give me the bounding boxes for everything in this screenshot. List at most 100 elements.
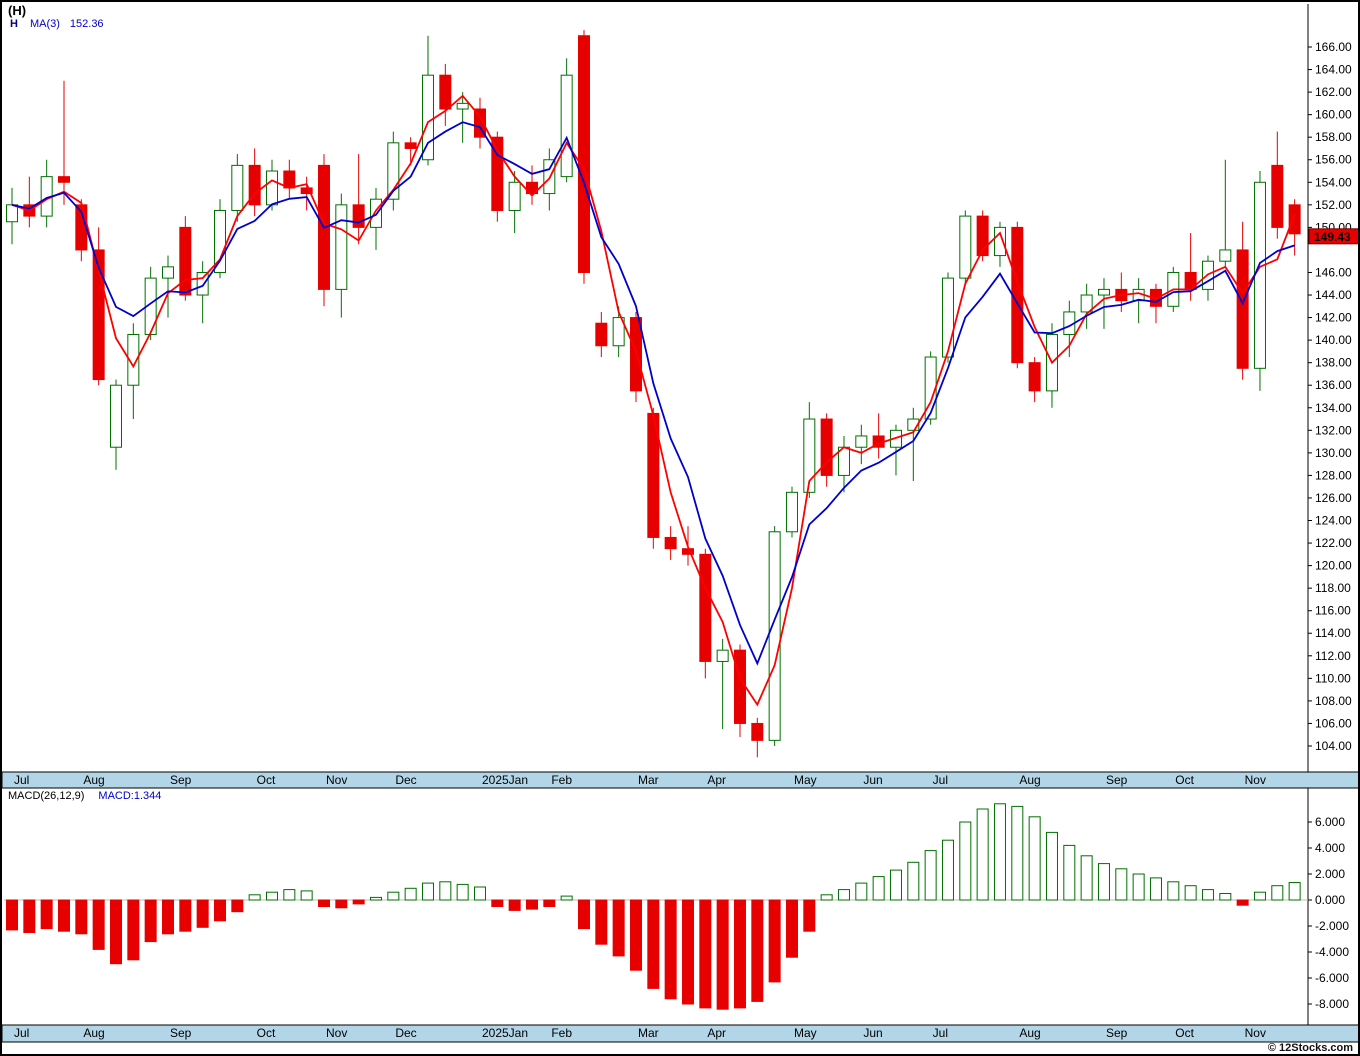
candle-body — [907, 418, 920, 431]
month-label: Sep — [170, 773, 192, 787]
ma-legend: H MA(3) 152.36 — [10, 18, 104, 30]
candle-body — [109, 384, 122, 448]
month-label: 2025Jan — [482, 773, 528, 787]
macd-bar — [664, 899, 677, 1000]
macd-bar — [473, 886, 486, 901]
last-price-text: 149.43 — [1314, 230, 1351, 244]
price-tick-label: 126.00 — [1315, 491, 1352, 505]
macd-bar — [976, 808, 989, 901]
month-label: Jul — [933, 1026, 948, 1040]
macd-bar — [265, 891, 278, 901]
candle-body — [196, 271, 209, 296]
month-label: Aug — [1019, 773, 1040, 787]
macd-bar — [1063, 844, 1076, 901]
candle-body — [404, 142, 417, 149]
month-label: Jul — [14, 1026, 29, 1040]
macd-bar — [317, 899, 330, 907]
price-tick-label: 106.00 — [1315, 716, 1352, 730]
month-label: 2025Jan — [482, 1026, 528, 1040]
month-label: Aug — [83, 773, 104, 787]
last-price-badge — [1308, 228, 1358, 245]
macd-value-label: MACD:1.344 — [98, 790, 162, 802]
macd-bar — [768, 899, 781, 983]
month-label: Dec — [395, 1026, 416, 1040]
macd-bar — [491, 899, 504, 907]
price-tick-label: 116.00 — [1315, 604, 1351, 618]
candle-body — [595, 322, 608, 347]
macd-bar — [681, 899, 694, 1005]
candle-body — [612, 317, 625, 347]
macd-bar — [213, 899, 226, 922]
macd-bar — [248, 894, 261, 901]
macd-bar — [855, 882, 868, 901]
price-tick-label: 146.00 — [1315, 265, 1352, 279]
candle-body — [664, 536, 677, 550]
price-tick-label: 152.00 — [1315, 198, 1352, 212]
macd-bar — [1253, 891, 1266, 901]
macd-bar — [1184, 885, 1197, 901]
month-label: Nov — [326, 773, 347, 787]
macd-bar — [283, 889, 296, 901]
month-label: Oct — [1175, 773, 1194, 787]
price-tick-label: 108.00 — [1315, 694, 1352, 708]
macd-bar — [1115, 868, 1128, 901]
macd-bar — [577, 899, 590, 930]
macd-bar — [525, 899, 538, 910]
candle-body — [248, 164, 261, 206]
macd-bar — [127, 899, 140, 961]
candle-body — [751, 722, 764, 741]
macd-bar — [733, 899, 746, 1009]
price-tick-label: 134.00 — [1315, 401, 1352, 415]
macd-tick-label: 0.000 — [1315, 893, 1345, 907]
chart-title: (H) — [8, 3, 27, 18]
month-label: May — [794, 773, 817, 787]
candle-body — [1288, 204, 1301, 235]
price-tick-label: 130.00 — [1315, 446, 1352, 460]
macd-bar — [751, 899, 764, 1002]
macd-bar — [803, 899, 816, 932]
candle-body — [508, 181, 521, 211]
macd-bar — [820, 894, 833, 901]
macd-bar — [1271, 885, 1284, 901]
month-label: Jun — [863, 773, 882, 787]
macd-bar — [300, 890, 313, 901]
legend-ma-label: MA(3) — [29, 18, 60, 30]
macd-bar — [1080, 855, 1093, 901]
macd-bar — [959, 821, 972, 901]
candle-body — [959, 215, 972, 279]
candle-body — [57, 176, 70, 183]
month-label: Nov — [326, 1026, 347, 1040]
candle-body — [560, 74, 573, 178]
price-tick-label: 160.00 — [1315, 108, 1352, 122]
macd-bar — [387, 891, 400, 901]
price-tick-label: 156.00 — [1315, 153, 1352, 167]
month-label: Jul — [933, 773, 948, 787]
legend-ma-value: 152.36 — [69, 18, 104, 30]
macd-bar — [889, 869, 902, 901]
month-label: May — [794, 1026, 817, 1040]
macd-bar — [1201, 889, 1214, 901]
macd-bar — [543, 899, 556, 907]
macd-bar — [23, 899, 36, 933]
candle-body — [1271, 164, 1284, 228]
candle-body — [1028, 362, 1041, 392]
month-label: Oct — [257, 773, 276, 787]
ma-long-line — [11, 121, 1295, 666]
macd-bar — [508, 899, 521, 911]
price-tick-label: 132.00 — [1315, 423, 1352, 437]
month-strip-bottom — [2, 1024, 1358, 1043]
candle-body — [473, 108, 486, 138]
macd-bar — [179, 899, 192, 932]
macd-bar — [560, 895, 573, 901]
macd-tick-label: -2.000 — [1315, 919, 1349, 933]
candle-body — [335, 204, 348, 290]
candle-body — [1080, 294, 1093, 313]
candle-body — [92, 249, 105, 381]
macd-bar — [404, 887, 417, 901]
month-label: Sep — [1106, 1026, 1128, 1040]
candle-body — [231, 164, 244, 211]
candle-body — [993, 226, 1006, 257]
candle-body — [1097, 288, 1110, 296]
